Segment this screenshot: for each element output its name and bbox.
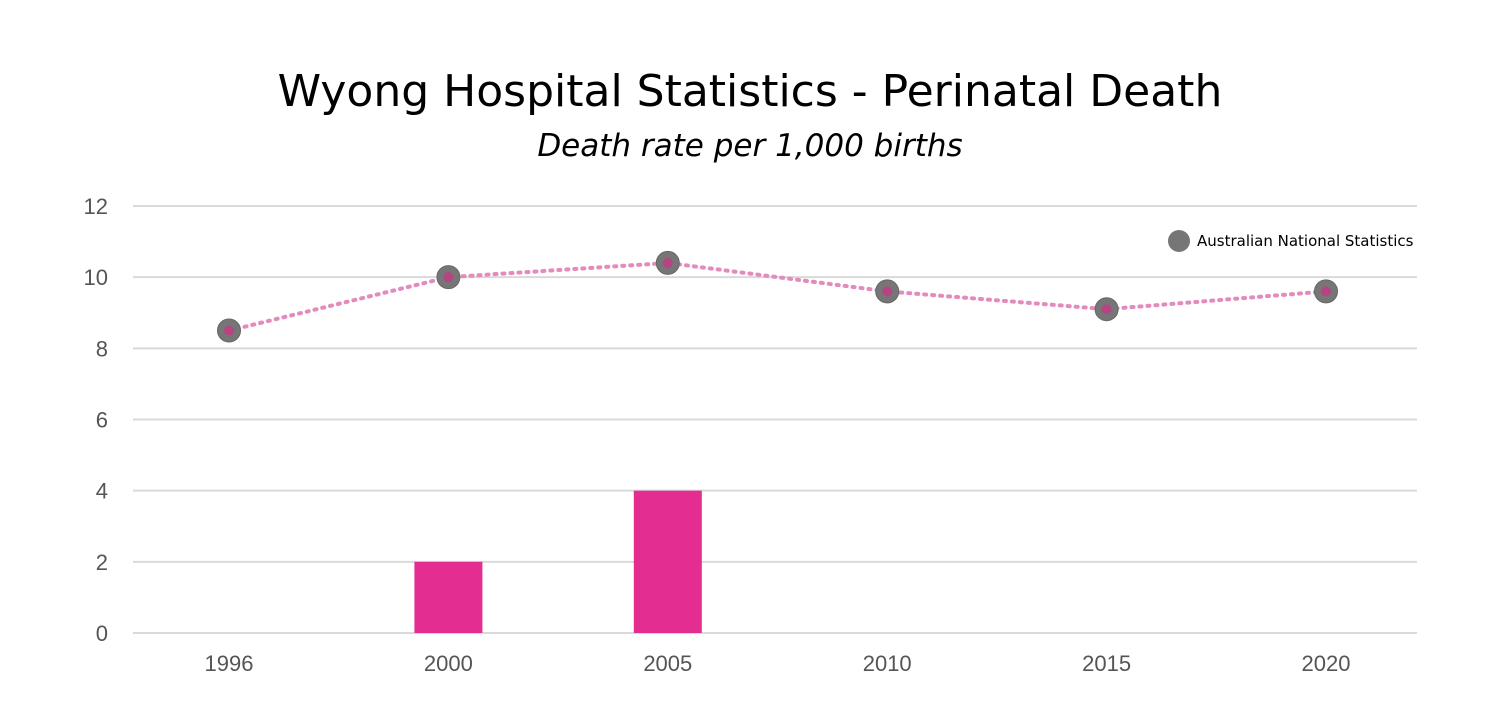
- series-line: [227, 260, 1328, 333]
- data-point-center: [224, 325, 234, 336]
- y-tick-label: 6: [96, 408, 108, 433]
- bar: [633, 490, 702, 633]
- bar-series: [414, 490, 702, 633]
- x-tick-label: 2010: [863, 651, 912, 676]
- chart-title: Wyong Hospital Statistics - Perinatal De…: [278, 66, 1223, 117]
- y-tick-label: 2: [96, 550, 108, 575]
- y-axis-ticks: 0 2 4 6 8 10 12: [84, 194, 108, 646]
- legend-marker: [1168, 230, 1190, 252]
- gridlines: [133, 205, 1417, 634]
- data-point-center: [1101, 304, 1112, 315]
- x-axis-ticks: 1996 2000 2005 2010 2015 2020: [205, 651, 1351, 676]
- y-tick-label: 4: [96, 479, 108, 504]
- x-tick-label: 2015: [1082, 651, 1131, 676]
- y-tick-label: 0: [96, 621, 108, 646]
- x-tick-label: 1996: [205, 651, 254, 676]
- line-series: [217, 250, 1338, 343]
- y-tick-label: 8: [96, 336, 108, 361]
- x-tick-label: 2020: [1302, 651, 1351, 676]
- legend: Australian National Statistics: [1168, 230, 1414, 252]
- data-point-center: [882, 286, 893, 297]
- bar: [414, 561, 483, 633]
- data-point-center: [662, 257, 673, 268]
- chart-subtitle: Death rate per 1,000 births: [537, 128, 962, 164]
- y-tick-label: 10: [84, 265, 108, 290]
- data-point-center: [1321, 286, 1331, 297]
- y-tick-label: 12: [84, 194, 108, 219]
- legend-label: Australian National Statistics: [1197, 232, 1414, 250]
- data-point-center: [443, 272, 454, 283]
- x-tick-label: 2000: [424, 651, 473, 676]
- x-tick-label: 2005: [643, 651, 692, 676]
